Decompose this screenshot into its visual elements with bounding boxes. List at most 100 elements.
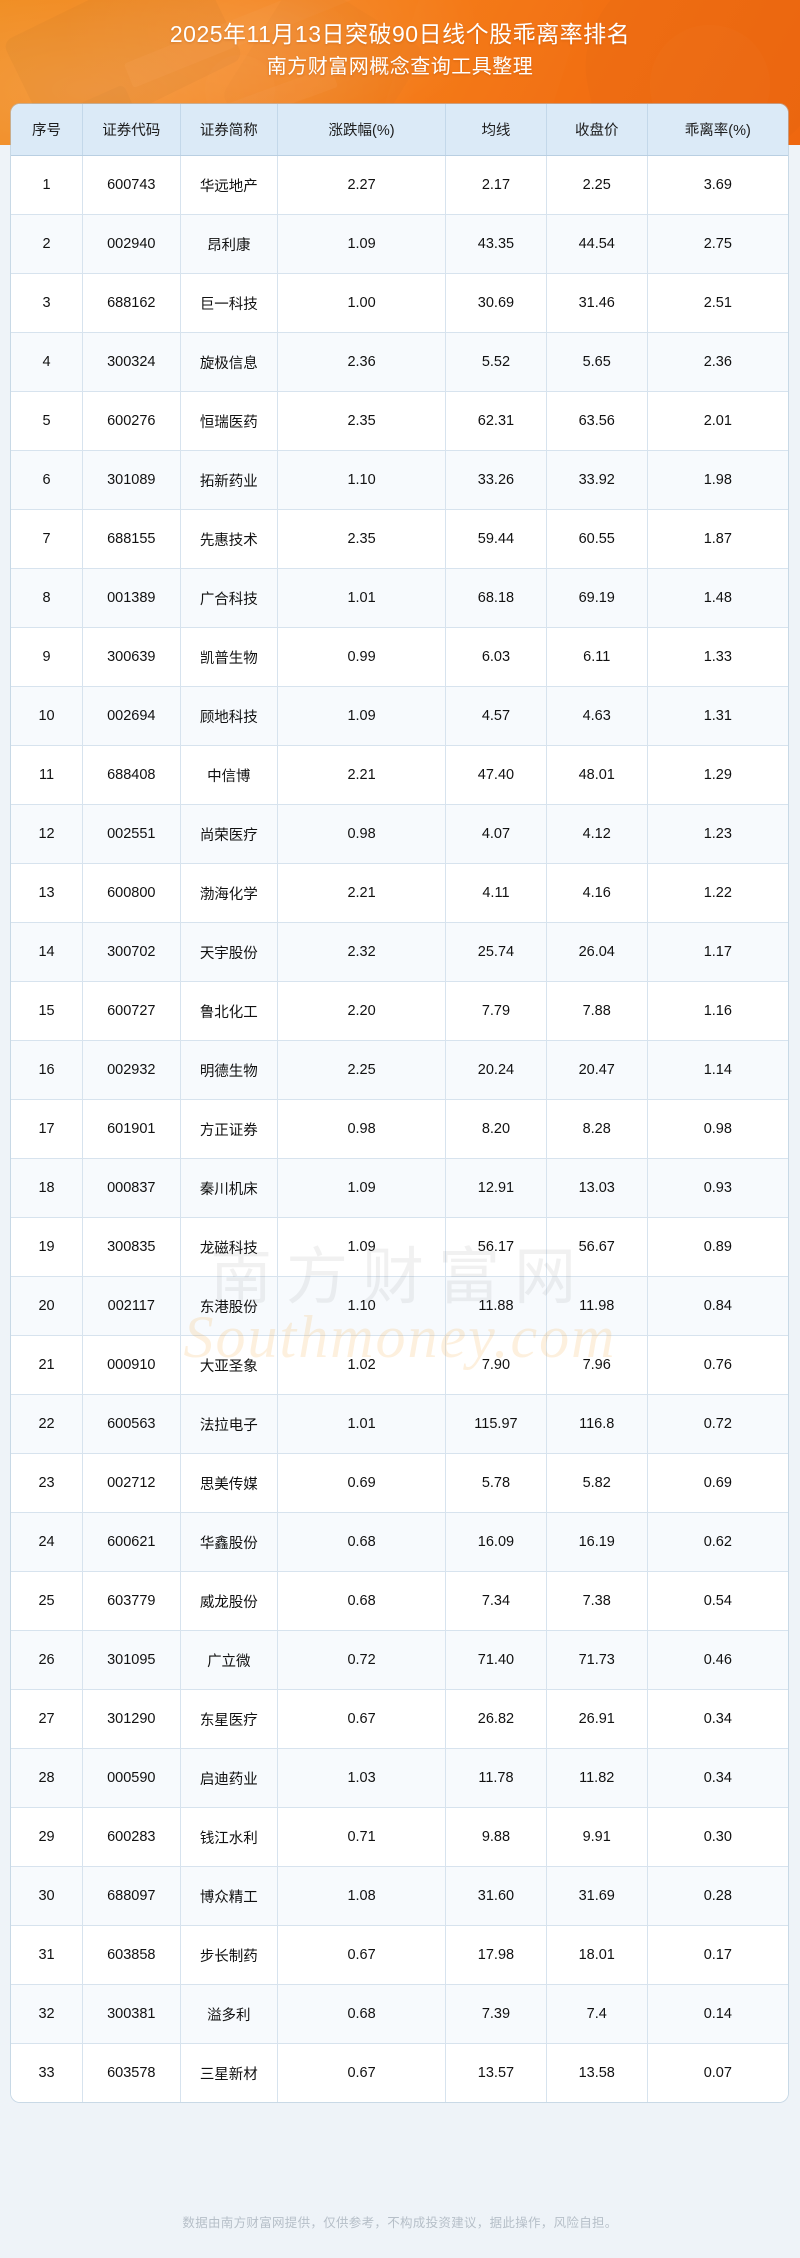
table-row[interactable]: 22 600563 法拉电子 1.01 115.97 116.8 0.72	[11, 1394, 788, 1454]
cell-ma: 16.09	[445, 1512, 547, 1572]
cell-name: 中信博	[180, 745, 279, 805]
cell-change: 0.68	[277, 1512, 447, 1572]
table-row[interactable]: 13 600800 渤海化学 2.21 4.11 4.16 1.22	[11, 863, 788, 923]
cell-name: 顾地科技	[180, 686, 279, 746]
cell-code: 002117	[82, 1276, 181, 1336]
cell-code: 600563	[82, 1394, 181, 1454]
cell-bias: 1.17	[647, 922, 788, 982]
table-row[interactable]: 20 002117 东港股份 1.10 11.88 11.98 0.84	[11, 1276, 788, 1336]
cell-name: 方正证券	[180, 1099, 279, 1159]
cell-close: 18.01	[546, 1925, 648, 1985]
table-row[interactable]: 11 688408 中信博 2.21 47.40 48.01 1.29	[11, 745, 788, 805]
cell-close: 2.25	[546, 155, 648, 215]
cell-ma: 4.57	[445, 686, 547, 746]
column-header-name[interactable]: 证券简称	[180, 104, 279, 156]
cell-index: 7	[11, 509, 84, 569]
cell-name: 三星新材	[180, 2043, 279, 2102]
table-row[interactable]: 8 001389 广合科技 1.01 68.18 69.19 1.48	[11, 568, 788, 628]
cell-name: 启迪药业	[180, 1748, 279, 1808]
cell-bias: 0.54	[647, 1571, 788, 1631]
cell-index: 19	[11, 1217, 84, 1277]
table-row[interactable]: 6 301089 拓新药业 1.10 33.26 33.92 1.98	[11, 450, 788, 510]
table-row[interactable]: 9 300639 凯普生物 0.99 6.03 6.11 1.33	[11, 627, 788, 687]
cell-close: 7.4	[546, 1984, 648, 2044]
column-header-code[interactable]: 证券代码	[82, 104, 181, 156]
cell-index: 24	[11, 1512, 84, 1572]
table-row[interactable]: 31 603858 步长制药 0.67 17.98 18.01 0.17	[11, 1925, 788, 1985]
column-header-bias[interactable]: 乖离率(%)	[647, 104, 788, 156]
cell-name: 旋极信息	[180, 332, 279, 392]
cell-index: 21	[11, 1335, 84, 1395]
cell-code: 001389	[82, 568, 181, 628]
table-row[interactable]: 4 300324 旋极信息 2.36 5.52 5.65 2.36	[11, 332, 788, 392]
cell-close: 63.56	[546, 391, 648, 451]
cell-name: 东星医疗	[180, 1689, 279, 1749]
table-row[interactable]: 19 300835 龙磁科技 1.09 56.17 56.67 0.89	[11, 1217, 788, 1277]
table-row[interactable]: 18 000837 秦川机床 1.09 12.91 13.03 0.93	[11, 1158, 788, 1218]
cell-close: 13.58	[546, 2043, 648, 2102]
cell-bias: 0.76	[647, 1335, 788, 1395]
cell-bias: 0.89	[647, 1217, 788, 1277]
cell-code: 000910	[82, 1335, 181, 1395]
column-header-ma[interactable]: 均线	[445, 104, 547, 156]
cell-code: 300639	[82, 627, 181, 687]
table-row[interactable]: 23 002712 思美传媒 0.69 5.78 5.82 0.69	[11, 1453, 788, 1513]
table-row[interactable]: 32 300381 溢多利 0.68 7.39 7.4 0.14	[11, 1984, 788, 2044]
cell-ma: 7.34	[445, 1571, 547, 1631]
cell-bias: 2.36	[647, 332, 788, 392]
column-header-close[interactable]: 收盘价	[546, 104, 648, 156]
table-row[interactable]: 27 301290 东星医疗 0.67 26.82 26.91 0.34	[11, 1689, 788, 1749]
cell-index: 2	[11, 214, 84, 274]
table-row[interactable]: 29 600283 钱江水利 0.71 9.88 9.91 0.30	[11, 1807, 788, 1867]
cell-code: 300381	[82, 1984, 181, 2044]
table-row[interactable]: 24 600621 华鑫股份 0.68 16.09 16.19 0.62	[11, 1512, 788, 1572]
cell-change: 2.35	[277, 509, 447, 569]
cell-name: 思美传媒	[180, 1453, 279, 1513]
table-row[interactable]: 26 301095 广立微 0.72 71.40 71.73 0.46	[11, 1630, 788, 1690]
table-row[interactable]: 2 002940 昂利康 1.09 43.35 44.54 2.75	[11, 214, 788, 274]
cell-index: 16	[11, 1040, 84, 1100]
table-row[interactable]: 1 600743 华远地产 2.27 2.17 2.25 3.69	[11, 155, 788, 215]
cell-change: 0.67	[277, 2043, 447, 2102]
table-row[interactable]: 15 600727 鲁北化工 2.20 7.79 7.88 1.16	[11, 981, 788, 1041]
table-row[interactable]: 16 002932 明德生物 2.25 20.24 20.47 1.14	[11, 1040, 788, 1100]
table-row[interactable]: 12 002551 尚荣医疗 0.98 4.07 4.12 1.23	[11, 804, 788, 864]
cell-ma: 68.18	[445, 568, 547, 628]
table-row[interactable]: 3 688162 巨一科技 1.00 30.69 31.46 2.51	[11, 273, 788, 333]
cell-index: 1	[11, 155, 84, 215]
table-row[interactable]: 5 600276 恒瑞医药 2.35 62.31 63.56 2.01	[11, 391, 788, 451]
table-row[interactable]: 17 601901 方正证券 0.98 8.20 8.28 0.98	[11, 1099, 788, 1159]
cell-bias: 1.98	[647, 450, 788, 510]
cell-bias: 3.69	[647, 155, 788, 215]
cell-bias: 1.29	[647, 745, 788, 805]
cell-name: 龙磁科技	[180, 1217, 279, 1277]
cell-bias: 1.33	[647, 627, 788, 687]
cell-name: 大亚圣象	[180, 1335, 279, 1395]
cell-code: 002932	[82, 1040, 181, 1100]
cell-name: 法拉电子	[180, 1394, 279, 1454]
cell-change: 1.00	[277, 273, 447, 333]
cell-name: 博众精工	[180, 1866, 279, 1926]
table-row[interactable]: 25 603779 威龙股份 0.68 7.34 7.38 0.54	[11, 1571, 788, 1631]
cell-change: 2.32	[277, 922, 447, 982]
cell-name: 明德生物	[180, 1040, 279, 1100]
table-row[interactable]: 14 300702 天宇股份 2.32 25.74 26.04 1.17	[11, 922, 788, 982]
ranking-table: 序号 证券代码 证券简称 涨跌幅(%) 均线 收盘价 乖离率(%) 1 60074…	[11, 104, 788, 2102]
cell-code: 002694	[82, 686, 181, 746]
cell-index: 22	[11, 1394, 84, 1454]
cell-index: 29	[11, 1807, 84, 1867]
table-row[interactable]: 33 603578 三星新材 0.67 13.57 13.58 0.07	[11, 2043, 788, 2102]
column-header-index[interactable]: 序号	[11, 104, 84, 156]
table-row[interactable]: 7 688155 先惠技术 2.35 59.44 60.55 1.87	[11, 509, 788, 569]
cell-name: 昂利康	[180, 214, 279, 274]
table-row[interactable]: 30 688097 博众精工 1.08 31.60 31.69 0.28	[11, 1866, 788, 1926]
cell-code: 601901	[82, 1099, 181, 1159]
cell-index: 17	[11, 1099, 84, 1159]
column-header-change[interactable]: 涨跌幅(%)	[277, 104, 447, 156]
table-row[interactable]: 10 002694 顾地科技 1.09 4.57 4.63 1.31	[11, 686, 788, 746]
table-row[interactable]: 28 000590 启迪药业 1.03 11.78 11.82 0.34	[11, 1748, 788, 1808]
cell-change: 0.67	[277, 1689, 447, 1749]
cell-name: 华远地产	[180, 155, 279, 215]
cell-code: 600743	[82, 155, 181, 215]
table-row[interactable]: 21 000910 大亚圣象 1.02 7.90 7.96 0.76	[11, 1335, 788, 1395]
